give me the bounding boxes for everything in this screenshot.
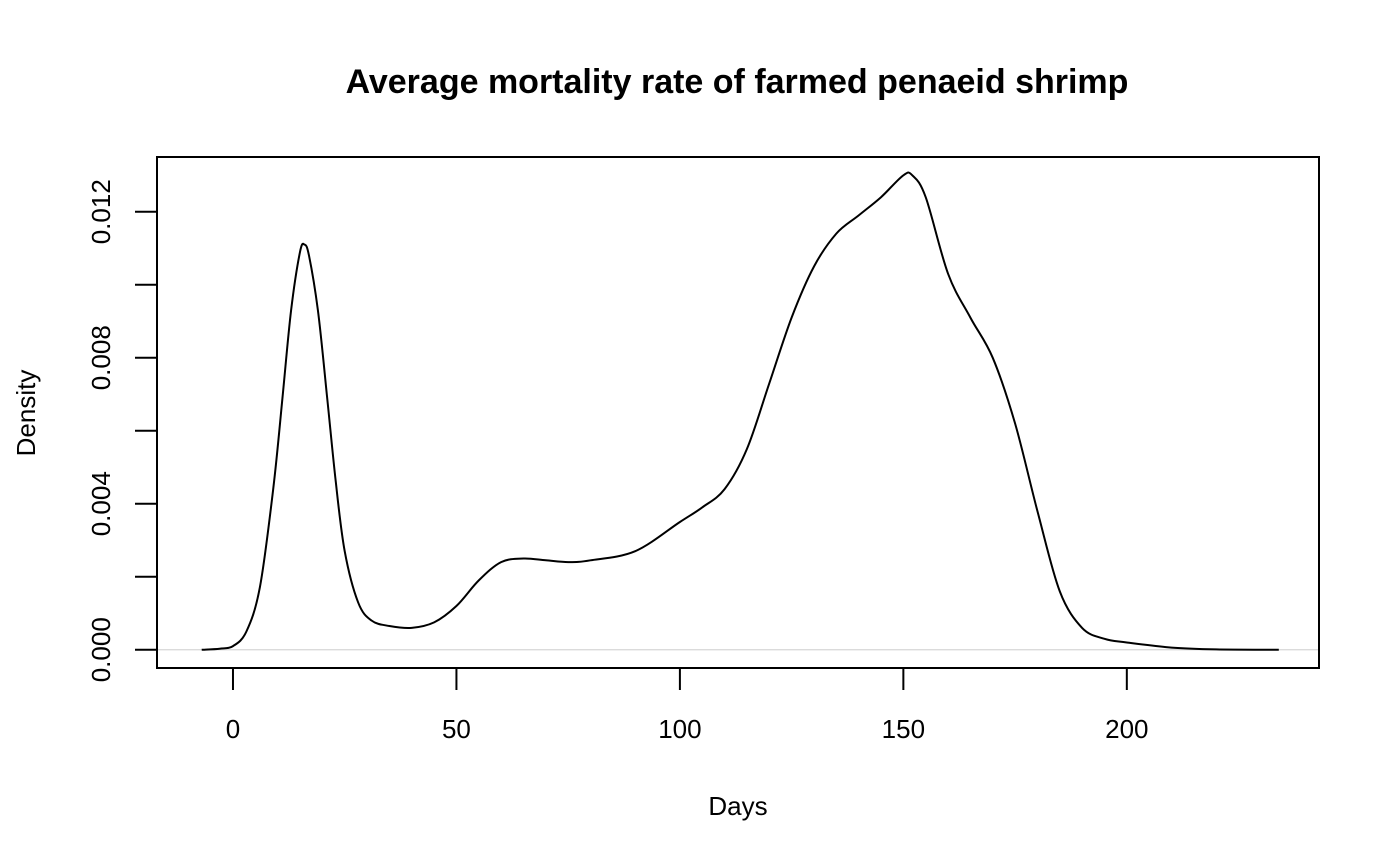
x-tick-label: 200: [1105, 714, 1148, 744]
y-tick-label: 0.004: [86, 471, 116, 536]
x-tick-label: 100: [658, 714, 701, 744]
plot-area: [157, 171, 1319, 651]
x-axis: 0 50 100 150 200: [226, 667, 1149, 744]
y-tick-label: 0.012: [86, 179, 116, 244]
chart-title: Average mortality rate of farmed penaeid…: [346, 63, 1129, 101]
density-curve: [201, 171, 1279, 651]
x-tick-label: 0: [226, 714, 240, 744]
x-tick-label: 150: [882, 714, 925, 744]
y-tick-label: 0.008: [86, 325, 116, 390]
y-tick-label: 0.000: [86, 617, 116, 682]
x-axis-label: Days: [708, 791, 767, 821]
y-axis-label: Density: [11, 370, 41, 457]
y-axis: 0.000 0.004 0.008 0.012: [86, 179, 158, 682]
x-tick-label: 50: [442, 714, 471, 744]
plot-frame: [156, 156, 1320, 669]
